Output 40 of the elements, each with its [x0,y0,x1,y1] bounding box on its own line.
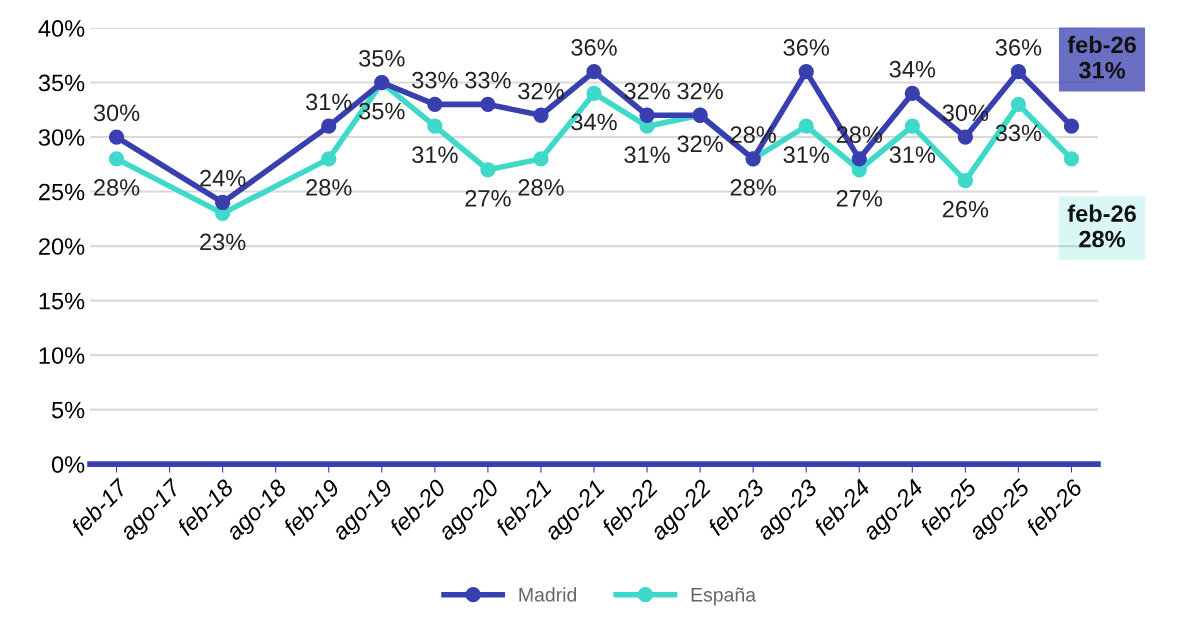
data-label: 28% [730,179,776,196]
data-label: 36% [995,39,1042,56]
y-tick-label: 5% [51,401,85,419]
data-label: 31% [412,146,458,164]
data-label: 24% [200,169,246,187]
annotation: feb-26 28% [1067,204,1136,248]
data-label: 32% [624,82,670,100]
data-label: 36% [571,39,617,56]
y-tick-label: 15% [39,292,85,310]
data-label: 26% [942,200,989,218]
data-label: 34% [571,113,617,131]
data-label: 34% [889,60,936,78]
data-label: 28% [518,179,564,196]
data-label: 32% [677,135,723,153]
legend-label: España [691,587,757,606]
legend-label: Madrid [519,587,577,602]
y-tick-label: 20% [39,238,85,255]
y-tick-label: 0% [51,456,85,473]
data-label: 32% [677,82,723,100]
data-label: 31% [783,146,829,164]
data-label: 31% [624,146,670,164]
data-label: 31% [306,93,352,111]
data-label: 28% [306,179,352,196]
data-label: 31% [889,146,936,164]
data-label: 36% [783,39,829,56]
y-tick-label: 25% [39,183,85,201]
data-label: 27% [465,189,511,207]
data-label: 23% [200,233,246,251]
data-label: 27% [836,189,883,207]
data-label: 28% [94,179,140,196]
data-label: 33% [412,71,458,89]
data-label: 32% [518,82,564,100]
data-label: 30% [93,104,140,122]
y-tick-label: 30% [38,129,85,146]
data-label: 35% [359,49,405,67]
y-tick-label: 10% [39,347,85,364]
data-label: 33% [465,71,511,89]
y-tick-label: 40% [38,20,85,37]
y-tick-label: 35% [38,74,85,92]
annotation: feb-26 31% [1067,35,1136,79]
